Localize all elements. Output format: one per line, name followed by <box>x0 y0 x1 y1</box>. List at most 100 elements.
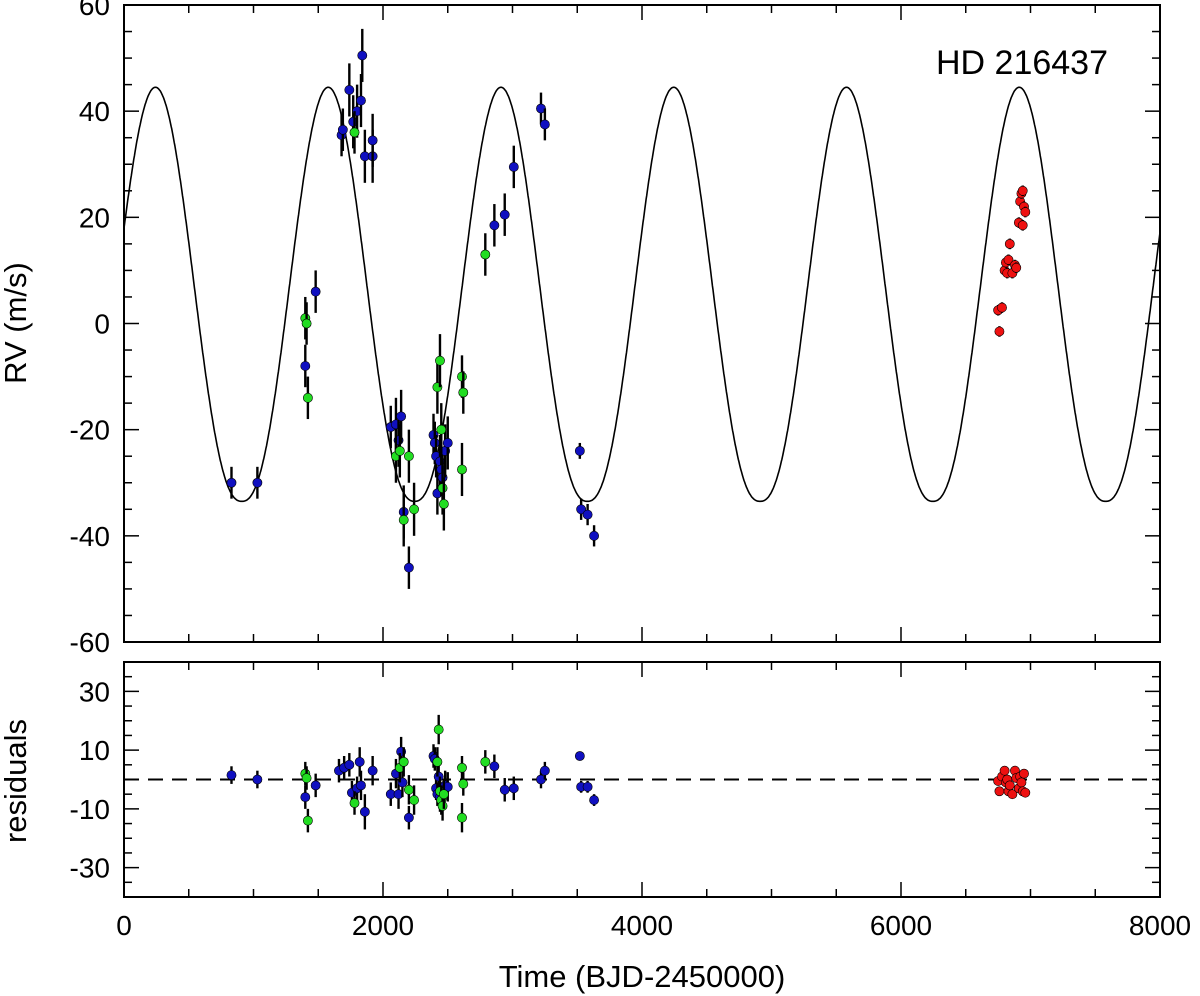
residual-point-blue <box>252 774 263 785</box>
rv-point-red <box>1003 254 1014 265</box>
x-tick-label: 0 <box>116 910 132 941</box>
residual-point-green <box>403 784 414 795</box>
rv-point-blue <box>489 220 500 231</box>
residual-point-red <box>1020 787 1031 798</box>
rv-point-green <box>409 504 419 515</box>
rv-y-tick-labels: -60 -40 -20 0 20 40 60 <box>70 0 110 658</box>
residual-point-blue <box>574 751 585 761</box>
rv-point-green <box>458 387 469 398</box>
rv-y-tick-label: -60 <box>70 627 110 658</box>
residual-point-green <box>457 762 467 773</box>
rv-point-blue <box>226 477 237 488</box>
residual-point-green <box>457 812 467 823</box>
rv-point-blue <box>252 477 263 488</box>
rv-point-green <box>398 515 409 525</box>
residual-point-green <box>458 779 469 789</box>
residual-point-green <box>409 795 419 805</box>
rv-point-green <box>457 371 467 382</box>
residual-point-green <box>438 789 449 800</box>
residual-point-blue <box>539 765 550 776</box>
rv-point-blue <box>337 124 348 135</box>
residual-y-tick-label: -30 <box>70 853 110 884</box>
residual-point-green <box>433 724 444 735</box>
residual-point-green <box>398 756 409 767</box>
rv-point-blue <box>589 530 599 541</box>
rv-point-green <box>438 499 449 509</box>
residual-point-blue <box>433 771 444 782</box>
residual-point-blue <box>226 770 237 780</box>
x-tick-label: 6000 <box>870 910 932 941</box>
residual-point-blue <box>582 781 593 792</box>
residual-point-red <box>1019 768 1029 779</box>
rv-point-blue <box>357 50 368 61</box>
rv-point-red <box>1004 238 1015 249</box>
residual-point-blue <box>356 780 366 791</box>
residual-point-green <box>302 815 313 826</box>
rv-point-green <box>457 464 467 475</box>
residual-point-blue <box>489 761 500 772</box>
rv-point-blue <box>576 504 587 515</box>
residual-panel: -30 -10 10 30 residuals <box>0 661 1161 898</box>
rv-plot-frame <box>123 4 1161 643</box>
rv-point-blue <box>300 361 311 371</box>
residual-axis-ticks <box>123 662 1161 897</box>
residual-data-points <box>226 714 1031 833</box>
rv-y-tick-label: 20 <box>79 202 110 233</box>
rv-y-tick-label: -40 <box>70 521 110 552</box>
residual-point-blue <box>344 759 355 770</box>
x-tick-label: 2000 <box>352 910 414 941</box>
residual-y-tick-label: -10 <box>70 794 110 825</box>
x-tick-labels: 0 2000 4000 6000 8000 <box>116 910 1191 941</box>
residual-point-red <box>1016 777 1027 788</box>
x-tick-label: 4000 <box>611 910 673 941</box>
residual-point-blue <box>508 783 519 794</box>
rv-point-green <box>437 483 448 493</box>
residual-point-green <box>349 798 360 808</box>
rv-point-blue <box>367 135 378 146</box>
residual-point-blue <box>403 812 414 823</box>
residual-point-blue <box>589 795 599 805</box>
rv-point-green <box>349 127 360 138</box>
residual-point-blue <box>499 784 510 795</box>
rv-point-blue <box>344 85 355 95</box>
rv-model-curve <box>124 86 1160 503</box>
residual-point-green <box>432 756 443 767</box>
rv-point-blue <box>356 95 366 106</box>
rv-y-tick-label: 60 <box>79 0 110 21</box>
rv-point-blue <box>403 562 414 573</box>
rv-point-red <box>1011 262 1022 273</box>
residual-point-red <box>1004 780 1015 791</box>
rv-point-red <box>994 326 1005 337</box>
residual-point-green <box>301 773 312 783</box>
residual-y-tick-label: 10 <box>79 735 110 766</box>
rv-y-tick-label: 0 <box>94 309 110 340</box>
rv-point-blue <box>508 162 519 172</box>
rv-axis-ticks <box>123 4 1161 643</box>
x-axis-label: Time (BJD-2450000) <box>499 959 786 994</box>
rv-point-blue <box>539 119 550 130</box>
residual-y-tick-label: 30 <box>79 676 110 707</box>
rv-point-blue <box>310 286 321 297</box>
rv-point-green <box>394 445 405 456</box>
chart-title: HD 216437 <box>936 44 1108 82</box>
residual-point-blue <box>300 792 311 803</box>
residual-point-blue <box>354 756 365 767</box>
rv-y-tick-label: 40 <box>79 96 110 127</box>
model-curve-path <box>124 86 1160 503</box>
rv-point-green <box>301 318 312 329</box>
residual-point-green <box>480 756 491 767</box>
rv-point-red <box>1017 220 1028 231</box>
residual-point-red <box>1007 789 1018 800</box>
rv-point-green <box>403 451 414 462</box>
rv-point-green <box>480 249 491 260</box>
rv-point-blue <box>574 445 585 456</box>
rv-y-tick-label: -20 <box>70 415 110 446</box>
rv-point-blue <box>429 438 440 448</box>
rv-point-blue <box>499 209 510 220</box>
rv-point-green <box>435 355 445 366</box>
x-tick-label: 8000 <box>1129 910 1191 941</box>
rv-point-red <box>997 302 1007 313</box>
rv-panel: -60 -40 -20 0 20 40 60 HD 216437 RV (m/s) <box>0 0 1161 658</box>
residual-y-axis-label: residuals <box>0 719 33 843</box>
